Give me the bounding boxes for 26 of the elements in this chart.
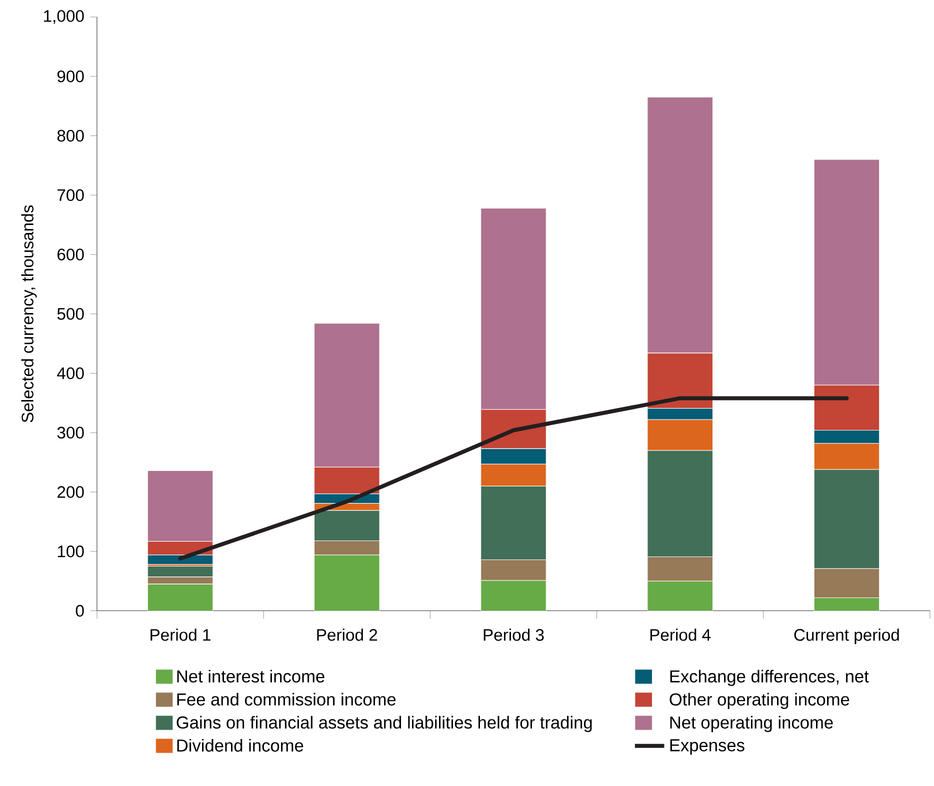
y-tick-label: 1,000 <box>44 10 84 24</box>
legend-label: Net interest income <box>177 670 324 683</box>
y-tick-label: 200 <box>58 486 84 498</box>
y-tick-label: 700 <box>58 189 84 202</box>
x-tick-label: Current period <box>794 628 899 644</box>
legend-label: Net operating income <box>670 716 833 732</box>
y-tick-label: 800 <box>57 130 84 142</box>
legend-label: Expenses <box>670 739 744 755</box>
legend-label: Other operating income <box>670 693 850 710</box>
legend-label: Exchange differences, net <box>670 670 869 686</box>
y-tick-label: 500 <box>57 308 84 320</box>
x-tick-label: Period 3 <box>484 628 544 641</box>
y-axis-title: Selected currency, thousands <box>21 206 37 422</box>
legend-label: Dividend income <box>177 739 304 752</box>
legend-label: Fee and commission income <box>177 693 396 706</box>
line-series <box>178 396 849 561</box>
x-tick-label: Period 4 <box>650 628 711 641</box>
y-tick-label: 100 <box>58 546 84 558</box>
x-tick-label: Period 1 <box>150 628 210 641</box>
y-tick-label: 400 <box>57 368 84 380</box>
legend-label: Gains on financial assets and liabilities held for trading <box>176 716 592 732</box>
y-tick-label: 900 <box>57 70 84 82</box>
y-tick-label: 600 <box>58 248 84 261</box>
x-tick-label: Period 2 <box>317 628 378 641</box>
y-tick-label: 300 <box>57 426 84 439</box>
y-tick-label: 0 <box>76 605 84 617</box>
